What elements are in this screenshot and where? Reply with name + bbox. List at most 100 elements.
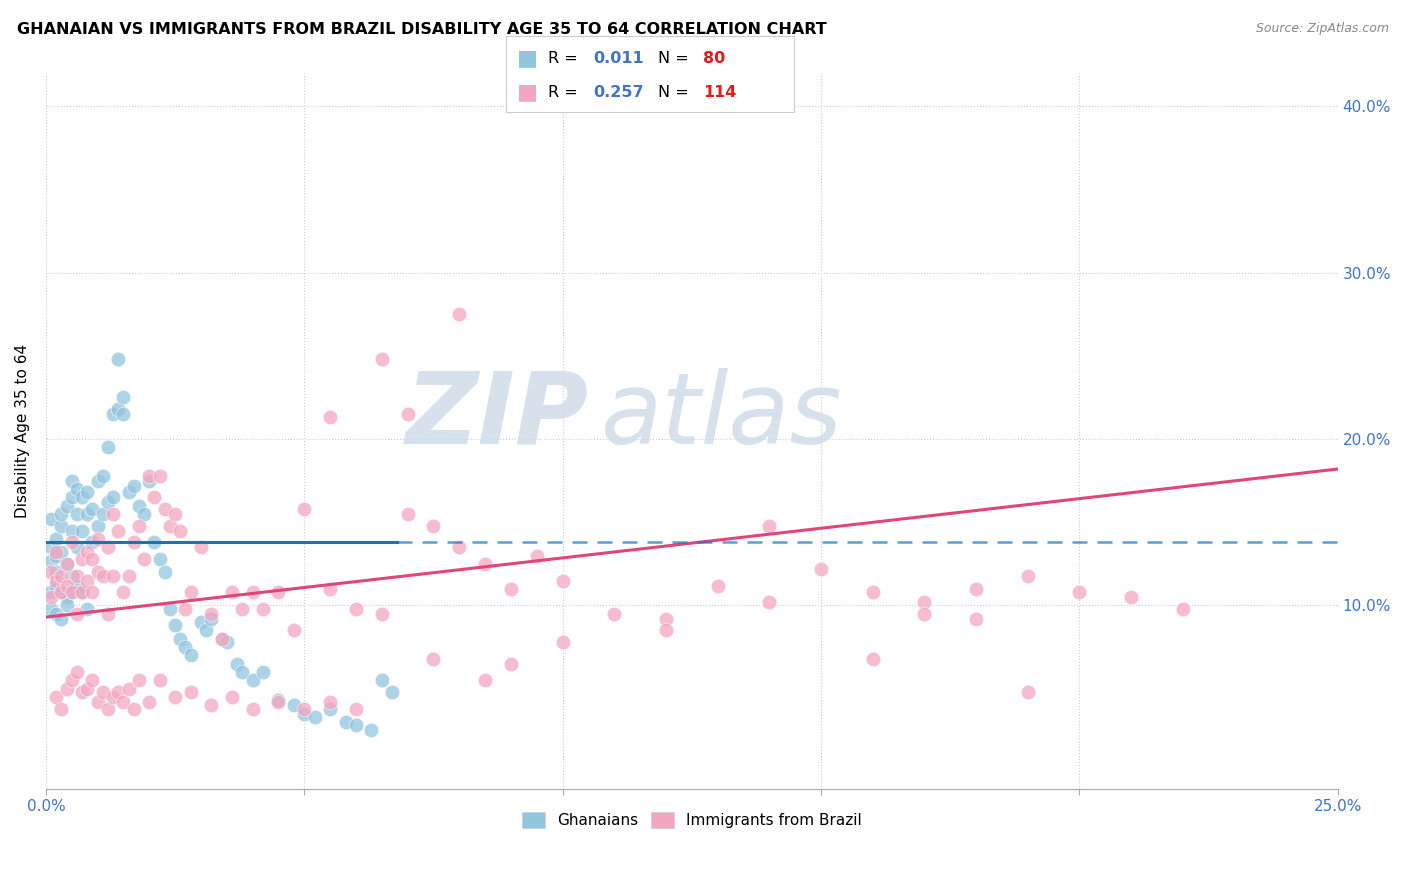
Point xyxy=(134,552,156,566)
Point xyxy=(45,545,67,559)
Point xyxy=(122,478,145,492)
Text: 80: 80 xyxy=(703,51,725,66)
Point xyxy=(70,585,93,599)
Point xyxy=(60,673,83,688)
Point xyxy=(51,612,73,626)
Text: 0.011: 0.011 xyxy=(593,51,644,66)
Text: R =: R = xyxy=(548,51,583,66)
Point xyxy=(551,574,574,588)
Text: ■: ■ xyxy=(517,48,538,69)
Point xyxy=(965,612,987,626)
Point xyxy=(97,441,120,455)
Point xyxy=(449,307,471,321)
Point xyxy=(242,585,264,599)
Text: 0.257: 0.257 xyxy=(593,85,644,100)
Point xyxy=(45,549,67,563)
Point xyxy=(267,695,290,709)
Text: GHANAIAN VS IMMIGRANTS FROM BRAZIL DISABILITY AGE 35 TO 64 CORRELATION CHART: GHANAIAN VS IMMIGRANTS FROM BRAZIL DISAB… xyxy=(17,22,827,37)
Point xyxy=(70,685,93,699)
Point xyxy=(655,612,678,626)
Point xyxy=(169,632,191,646)
Point xyxy=(39,585,62,599)
Point xyxy=(603,607,626,621)
Point xyxy=(101,507,124,521)
Point xyxy=(60,524,83,538)
Point xyxy=(91,568,114,582)
Point xyxy=(70,491,93,505)
Point xyxy=(912,607,935,621)
Point xyxy=(283,624,305,638)
Point xyxy=(159,602,181,616)
Point xyxy=(215,635,238,649)
Point xyxy=(107,402,129,417)
Point xyxy=(86,518,108,533)
Point xyxy=(221,585,243,599)
Point xyxy=(153,502,176,516)
Point xyxy=(190,615,212,629)
Point xyxy=(371,352,394,367)
Point xyxy=(82,535,104,549)
Point xyxy=(143,491,166,505)
Point xyxy=(55,590,77,604)
Point xyxy=(381,685,404,699)
Point xyxy=(344,602,367,616)
Point xyxy=(97,701,120,715)
Point xyxy=(422,518,444,533)
Point xyxy=(335,714,357,729)
Point xyxy=(180,685,202,699)
Point xyxy=(319,695,342,709)
Point xyxy=(45,574,67,588)
Point xyxy=(112,407,135,421)
Point xyxy=(55,599,77,613)
Point xyxy=(499,657,522,671)
Point xyxy=(101,491,124,505)
Point xyxy=(344,701,367,715)
Point xyxy=(45,690,67,704)
Point xyxy=(138,468,160,483)
Point xyxy=(60,535,83,549)
Point xyxy=(39,553,62,567)
Point xyxy=(174,640,197,654)
Text: R =: R = xyxy=(548,85,583,100)
Point xyxy=(319,582,342,596)
Point xyxy=(1171,602,1194,616)
Point xyxy=(242,701,264,715)
Point xyxy=(267,585,290,599)
Point xyxy=(165,690,187,704)
Point xyxy=(396,407,419,421)
Point xyxy=(45,578,67,592)
Point xyxy=(134,507,156,521)
Point xyxy=(551,635,574,649)
Point xyxy=(86,565,108,579)
Point xyxy=(60,585,83,599)
Text: ZIP: ZIP xyxy=(405,368,589,465)
Point xyxy=(474,673,496,688)
Point xyxy=(51,507,73,521)
Point xyxy=(91,507,114,521)
Point xyxy=(76,574,98,588)
Point xyxy=(76,681,98,696)
Point xyxy=(66,568,89,582)
Point xyxy=(360,723,382,738)
Point xyxy=(128,499,150,513)
Point xyxy=(180,648,202,663)
Point xyxy=(195,624,218,638)
Point xyxy=(107,352,129,367)
Point xyxy=(122,701,145,715)
Point xyxy=(149,468,172,483)
Point xyxy=(304,710,326,724)
Point xyxy=(221,690,243,704)
Text: 114: 114 xyxy=(703,85,737,100)
Point xyxy=(231,665,253,679)
Point xyxy=(70,552,93,566)
Point xyxy=(55,578,77,592)
Point xyxy=(55,499,77,513)
Point xyxy=(143,535,166,549)
Point xyxy=(655,624,678,638)
Point xyxy=(1017,568,1039,582)
Point xyxy=(76,602,98,616)
Point xyxy=(91,685,114,699)
Point xyxy=(55,557,77,571)
Point xyxy=(91,468,114,483)
Point xyxy=(758,518,780,533)
